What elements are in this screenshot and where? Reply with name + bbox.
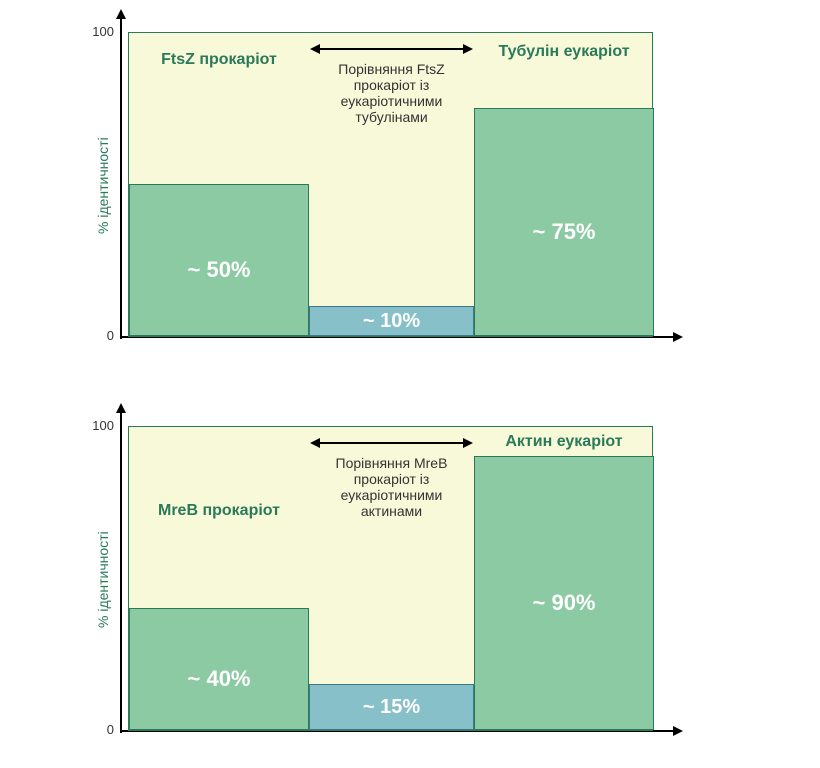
y-axis	[120, 14, 122, 339]
compare-arrow-left	[310, 44, 320, 54]
y-axis-label: % ідентичності	[95, 137, 111, 234]
bar-left: ~ 40%	[129, 608, 309, 730]
compare-arrow-right	[463, 438, 473, 448]
bar-right-value: ~ 75%	[533, 219, 596, 245]
bar-mid-value: ~ 10%	[363, 310, 420, 333]
plot-box: ~ 50% ~ 10% ~ 75% FtsZ прокаріот Тубулін…	[128, 32, 653, 337]
panel-bottom: 100 0 % ідентичності ~ 40% ~ 15% ~ 90% M…	[120, 418, 680, 748]
right-title: Тубулін еукаріот	[474, 43, 654, 61]
left-title: FtsZ прокаріот	[129, 51, 309, 69]
compare-text: Порівняння FtsZ прокаріот із еукаріотичн…	[309, 61, 474, 125]
bar-left: ~ 50%	[129, 184, 309, 336]
plot-box: ~ 40% ~ 15% ~ 90% MreB прокаріот Актин е…	[128, 426, 653, 731]
compare-arrow-left	[310, 438, 320, 448]
tick-0: 0	[86, 722, 114, 737]
compare-arrow	[319, 442, 464, 444]
compare-arrow	[319, 48, 464, 50]
bar-mid: ~ 15%	[309, 684, 474, 730]
tick-100: 100	[86, 418, 114, 433]
right-title: Актин еукаріот	[474, 433, 654, 451]
bar-mid: ~ 10%	[309, 306, 474, 336]
tick-0: 0	[86, 328, 114, 343]
bar-mid-value: ~ 15%	[363, 696, 420, 719]
bar-left-value: ~ 50%	[188, 257, 251, 283]
bar-right-value: ~ 90%	[533, 590, 596, 616]
compare-arrow-right	[463, 44, 473, 54]
bar-right: ~ 75%	[474, 108, 654, 336]
x-axis-arrow	[673, 726, 683, 736]
y-axis-arrow	[116, 403, 126, 413]
bar-left-value: ~ 40%	[188, 666, 251, 692]
y-axis	[120, 408, 122, 733]
bar-right: ~ 90%	[474, 456, 654, 730]
tick-100: 100	[86, 24, 114, 39]
compare-text: Порівняння MreB прокаріот із еукаріотичн…	[309, 455, 474, 519]
x-axis-arrow	[673, 332, 683, 342]
y-axis-label: % ідентичності	[95, 531, 111, 628]
y-axis-arrow	[116, 9, 126, 19]
left-title: MreB прокаріот	[129, 502, 309, 520]
panel-top: 100 0 % ідентичності ~ 50% ~ 10% ~ 75% F…	[120, 24, 680, 354]
